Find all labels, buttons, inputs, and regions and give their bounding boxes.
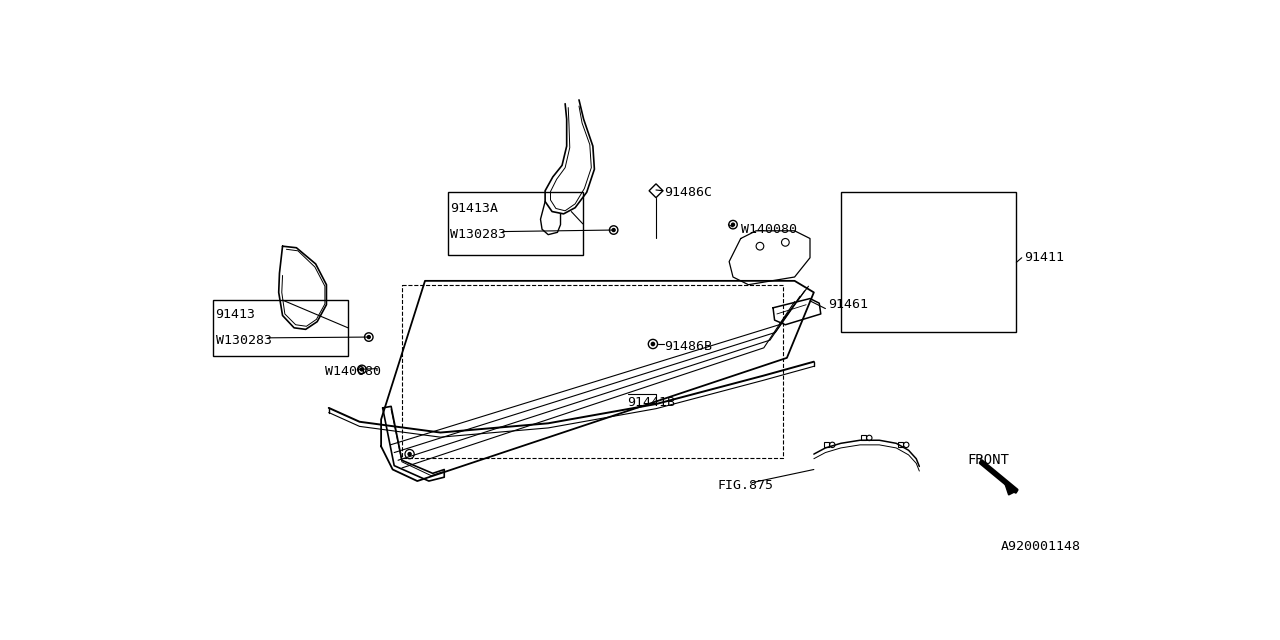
Text: A920001148: A920001148 <box>1001 540 1080 553</box>
Text: W140080: W140080 <box>325 365 381 378</box>
Text: W140080: W140080 <box>741 223 796 236</box>
Bar <box>861 435 867 440</box>
Text: 91461: 91461 <box>828 298 868 311</box>
Text: W130283: W130283 <box>215 334 271 347</box>
Circle shape <box>361 368 364 371</box>
Bar <box>841 192 1016 332</box>
Text: FIG.875: FIG.875 <box>718 479 773 492</box>
Text: 91486B: 91486B <box>664 340 712 353</box>
Circle shape <box>612 228 616 232</box>
Text: 91441B: 91441B <box>627 396 676 410</box>
Bar <box>214 300 348 356</box>
Circle shape <box>408 452 411 456</box>
Text: FRONT: FRONT <box>968 452 1010 467</box>
Text: 91411: 91411 <box>1024 252 1064 264</box>
Circle shape <box>652 342 654 346</box>
Bar <box>897 442 904 447</box>
Circle shape <box>367 335 370 339</box>
Polygon shape <box>1005 483 1016 495</box>
Bar <box>448 192 582 255</box>
Bar <box>402 285 783 458</box>
Bar <box>824 442 829 447</box>
Text: W130283: W130283 <box>451 228 507 241</box>
Circle shape <box>731 223 735 226</box>
Text: 91413A: 91413A <box>451 202 498 214</box>
Text: 91486C: 91486C <box>664 186 712 199</box>
Text: 91413: 91413 <box>215 308 256 321</box>
